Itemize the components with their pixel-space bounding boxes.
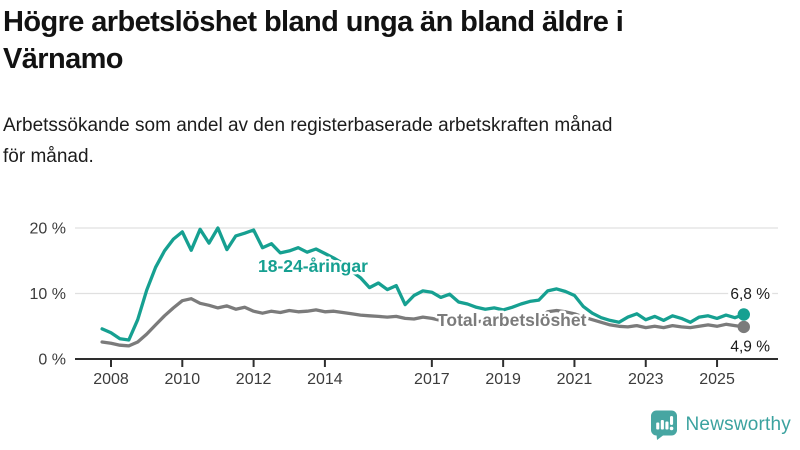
series-line-total [100, 297, 746, 348]
x-tick-label: 2021 [557, 371, 593, 388]
end-dot-total [737, 320, 750, 334]
subtitle-line-1: Arbetssökande som andel av den registerb… [3, 115, 613, 136]
brand-name: Newsworthy [685, 413, 791, 435]
series-label-total: Total arbetslöshet [437, 310, 587, 330]
logo-bars [655, 416, 673, 431]
title-line-2: Värnamo [3, 43, 124, 75]
x-tick-label: 2019 [485, 371, 521, 388]
end-value-youth: 6,8 % [730, 286, 770, 303]
chart-subtitle: Arbetssökande som andel av den registerb… [3, 110, 797, 172]
x-tick-label: 2014 [307, 371, 343, 388]
subtitle-line-2: för månad. [3, 146, 94, 167]
series-line-youth [100, 226, 746, 342]
x-tick-label: 2010 [165, 371, 201, 388]
chart-area: 2008 2010 2012 2014 2017 2019 2021 2023 2025 0 % 1… [0, 195, 800, 400]
logo-bubble [650, 410, 677, 440]
x-tick-label: 2012 [236, 371, 272, 388]
y-tick-label: 20 % [30, 221, 66, 238]
y-tick-label: 0 % [38, 352, 66, 369]
brand-link[interactable]: Newsworthy [650, 409, 791, 440]
unemployment-chart: 2008 2010 2012 2014 2017 2019 2021 2023 2025 0 % 1… [30, 221, 778, 388]
end-value-total: 4,9 % [730, 338, 770, 355]
page-title: Högre arbetslöshet bland unga än bland ä… [3, 4, 797, 78]
x-tick-label: 2017 [414, 371, 450, 388]
x-tick-label: 2025 [699, 371, 735, 388]
x-tick-label: 2008 [93, 371, 129, 388]
x-tick-label: 2023 [628, 371, 664, 388]
end-dot-youth [737, 308, 750, 321]
y-tick-label: 10 % [30, 286, 66, 303]
newsworthy-logo-icon [650, 409, 678, 440]
series-label-youth: 18-24-åringar [258, 256, 368, 276]
title-line-1: Högre arbetslöshet bland unga än bland ä… [3, 6, 624, 38]
